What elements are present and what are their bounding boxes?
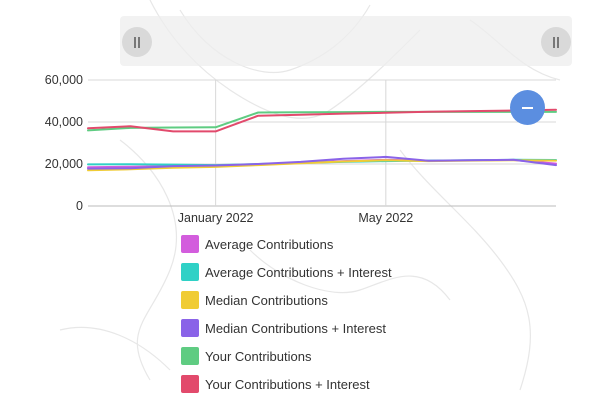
y-tick-label: 40,000 [45,115,83,129]
x-axis: January 2022 May 2022 [178,211,414,225]
zoom-out-button[interactable] [510,90,545,125]
legend-label: Median Contributions [205,292,328,308]
range-selector-track[interactable] [120,16,572,66]
y-tick-label: 20,000 [45,157,83,171]
legend-label: Your Contributions [205,348,312,364]
legend-swatch [181,319,199,337]
series-line-your-contributions-interest [87,108,557,133]
legend-swatch [181,235,199,253]
legend-swatch [181,291,199,309]
legend-label: Average Contributions + Interest [205,264,392,280]
grip-icon [134,36,140,48]
legend-item[interactable]: Median Contributions + Interest [181,314,392,342]
legend-swatch [181,375,199,393]
legend-item[interactable]: Your Contributions [181,342,392,370]
x-tick-label: January 2022 [178,211,254,225]
series-line-median-contributions-interest [87,155,557,170]
grip-icon [553,36,559,48]
legend-item[interactable]: Median Contributions [181,286,392,314]
legend-label: Your Contributions + Interest [205,376,370,392]
legend-item[interactable]: Your Contributions + Interest [181,370,392,398]
chart-series [87,108,557,172]
range-start-handle[interactable] [122,27,152,57]
legend-item[interactable]: Average Contributions [181,230,392,258]
range-end-handle[interactable] [541,27,571,57]
chart-legend: Average Contributions Average Contributio… [181,230,392,398]
legend-label: Average Contributions [205,236,334,252]
y-axis: 0 20,000 40,000 60,000 [45,73,83,213]
minus-icon [522,106,533,109]
x-tick-label: May 2022 [358,211,413,225]
legend-swatch [181,347,199,365]
y-tick-label: 0 [76,199,83,213]
legend-item[interactable]: Average Contributions + Interest [181,258,392,286]
y-tick-label: 60,000 [45,73,83,87]
chart-grid [88,79,556,207]
legend-label: Median Contributions + Interest [205,320,387,336]
legend-swatch [181,263,199,281]
